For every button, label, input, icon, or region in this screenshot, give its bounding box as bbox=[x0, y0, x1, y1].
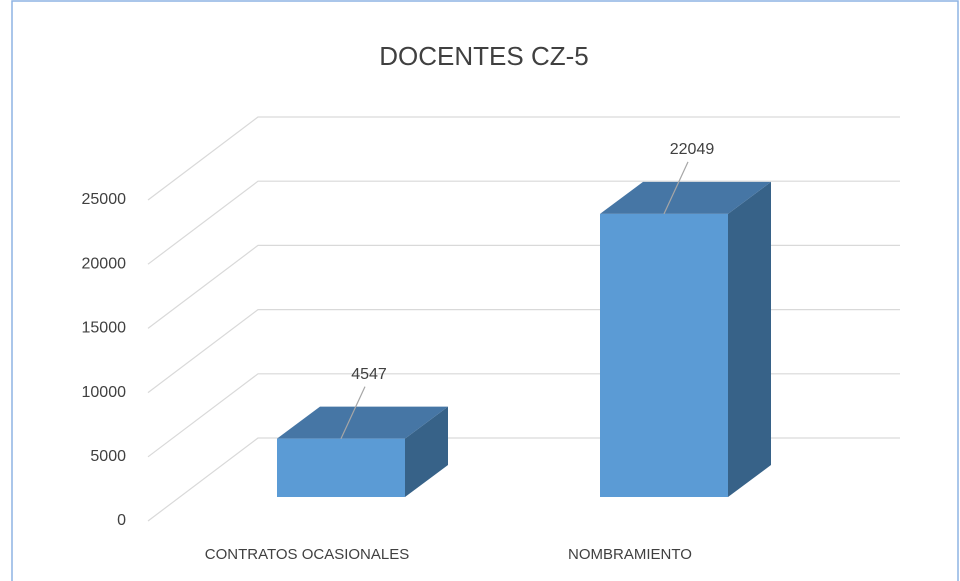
y-tick-label: 25000 bbox=[82, 191, 127, 208]
y-tick-label: 10000 bbox=[82, 384, 127, 401]
bar-top bbox=[277, 406, 448, 439]
y-tick-label: 20000 bbox=[82, 255, 127, 272]
label-leader bbox=[663, 161, 689, 215]
data-label: 4547 bbox=[351, 366, 387, 383]
chart-title: DOCENTES CZ-5 bbox=[379, 41, 588, 71]
data-label: 22049 bbox=[670, 141, 715, 158]
label-leader bbox=[340, 386, 366, 439]
bar-side bbox=[728, 181, 771, 497]
bar bbox=[277, 438, 405, 497]
y-tick-label: 5000 bbox=[90, 448, 126, 465]
chart-border bbox=[11, 0, 959, 581]
y-tick-label: 0 bbox=[117, 512, 126, 529]
grid-line bbox=[147, 180, 900, 265]
grid-line bbox=[147, 116, 900, 201]
x-tick-label: CONTRATOS OCASIONALES bbox=[205, 546, 410, 563]
bar-side bbox=[405, 406, 448, 497]
y-tick-label: 15000 bbox=[82, 320, 127, 337]
bar-top bbox=[600, 181, 771, 214]
bar bbox=[600, 213, 728, 497]
x-tick-label: NOMBRAMIENTO bbox=[568, 546, 692, 563]
